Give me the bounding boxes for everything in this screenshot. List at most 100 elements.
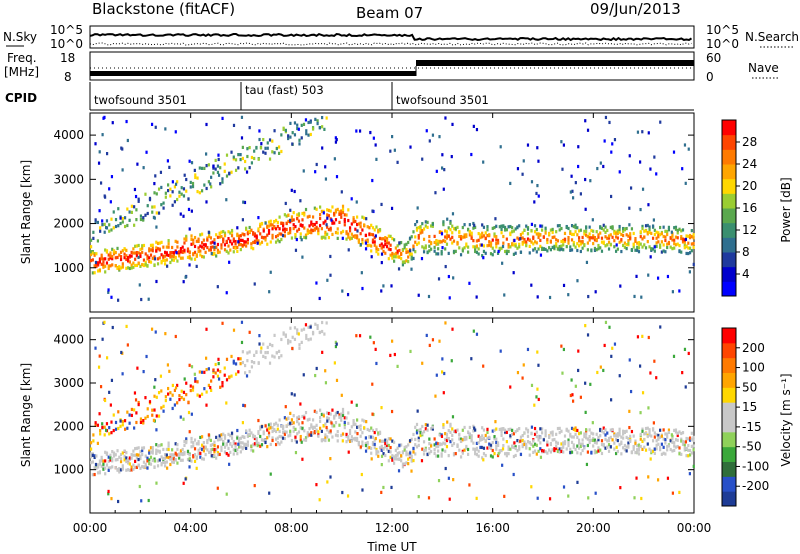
power-data-point [444, 247, 447, 251]
velocity-data-point [160, 406, 163, 410]
velocity-data-point [446, 420, 449, 424]
velocity-data-point [435, 454, 438, 458]
power-data-point [274, 218, 278, 223]
velocity-data-point [146, 456, 149, 460]
power-data-point [216, 285, 219, 289]
velocity-data-point [613, 447, 616, 451]
velocity-data-point [324, 369, 327, 373]
velocity-data-point [507, 447, 510, 451]
power-data-point [301, 223, 304, 228]
velocity-data-point [317, 430, 320, 434]
power-data-point [141, 246, 144, 250]
power-data-point [331, 221, 334, 225]
velocity-data-point [334, 344, 338, 349]
velocity-data-point [311, 426, 315, 430]
power-data-point [237, 152, 240, 157]
power-data-point [262, 229, 265, 233]
power-data-point [296, 123, 299, 127]
power-data-point [394, 255, 397, 259]
power-data-point [627, 241, 630, 246]
power-data-point [114, 224, 118, 229]
power-data-point [139, 264, 142, 268]
power-data-point [655, 244, 658, 249]
velocity-data-point [223, 445, 227, 449]
power-data-point [280, 237, 283, 242]
power-data-point [293, 133, 297, 137]
power-data-point [100, 262, 103, 266]
velocity-data-point [278, 434, 281, 439]
power-data-point [685, 244, 688, 248]
power-data-point [574, 245, 577, 249]
power-data-point [489, 252, 493, 256]
velocity-data-point [479, 438, 482, 442]
velocity-data-point [171, 393, 174, 397]
velocity-data-point [361, 443, 364, 447]
velocity-data-point [629, 438, 632, 443]
power-data-point [681, 240, 685, 244]
velocity-data-point [304, 410, 308, 415]
colorbar-swatch [722, 178, 736, 194]
power-data-point [237, 240, 240, 244]
power-data-point [486, 228, 489, 232]
velocity-data-point [350, 425, 353, 429]
power-data-point [374, 143, 377, 147]
power-data-point [283, 227, 286, 231]
power-data-point [577, 236, 581, 240]
velocity-data-point [374, 436, 377, 441]
power-data-point [361, 286, 364, 291]
power-data-point [130, 204, 133, 208]
velocity-data-point [450, 359, 453, 363]
power-data-point [109, 251, 112, 255]
power-data-point [576, 226, 579, 230]
power-data-point [134, 263, 137, 268]
power-data-point [329, 226, 332, 230]
velocity-data-point [199, 446, 202, 451]
velocity-data-point [134, 398, 138, 402]
power-data-point [674, 227, 678, 231]
velocity-data-point [676, 438, 679, 442]
power-data-point [199, 244, 202, 248]
velocity-data-point [142, 419, 145, 423]
velocity-data-point [371, 435, 375, 439]
power-data-point [190, 209, 193, 213]
velocity-data-point [501, 447, 505, 451]
velocity-data-point [493, 437, 496, 441]
power-data-point [262, 227, 265, 231]
colorbar-tick-label: 15 [742, 400, 757, 414]
velocity-data-point [456, 444, 459, 449]
power-data-point [592, 236, 595, 240]
velocity-data-point [176, 447, 179, 451]
velocity-data-point [472, 441, 475, 445]
velocity-data-point [477, 449, 480, 453]
velocity-data-point [375, 449, 378, 453]
power-data-point [108, 229, 111, 233]
power-data-point [481, 254, 484, 258]
power-data-point [282, 221, 285, 226]
power-data-point [375, 245, 378, 249]
velocity-data-point [384, 441, 387, 446]
velocity-data-point [511, 445, 514, 449]
power-data-point [613, 239, 616, 243]
power-data-point [331, 232, 334, 237]
power-data-point [216, 242, 220, 247]
velocity-data-point [687, 437, 690, 441]
velocity-data-point [613, 434, 616, 438]
velocity-data-point [640, 496, 643, 501]
velocity-data-point [217, 377, 221, 381]
power-data-point [314, 170, 317, 174]
power-data-point [264, 236, 267, 240]
velocity-data-point [213, 450, 216, 454]
colorbar-swatch [722, 431, 736, 448]
velocity-data-point [246, 443, 249, 447]
power-data-point [315, 220, 318, 225]
power-data-point [393, 255, 396, 259]
power-data-point [260, 142, 263, 146]
power-data-point [134, 194, 138, 199]
power-data-point [417, 293, 420, 297]
power-data-point [292, 211, 295, 215]
power-data-point [299, 223, 302, 227]
velocity-data-point [173, 403, 177, 407]
velocity-data-point [655, 447, 658, 451]
power-data-point [173, 185, 177, 189]
power-data-point [588, 236, 591, 240]
